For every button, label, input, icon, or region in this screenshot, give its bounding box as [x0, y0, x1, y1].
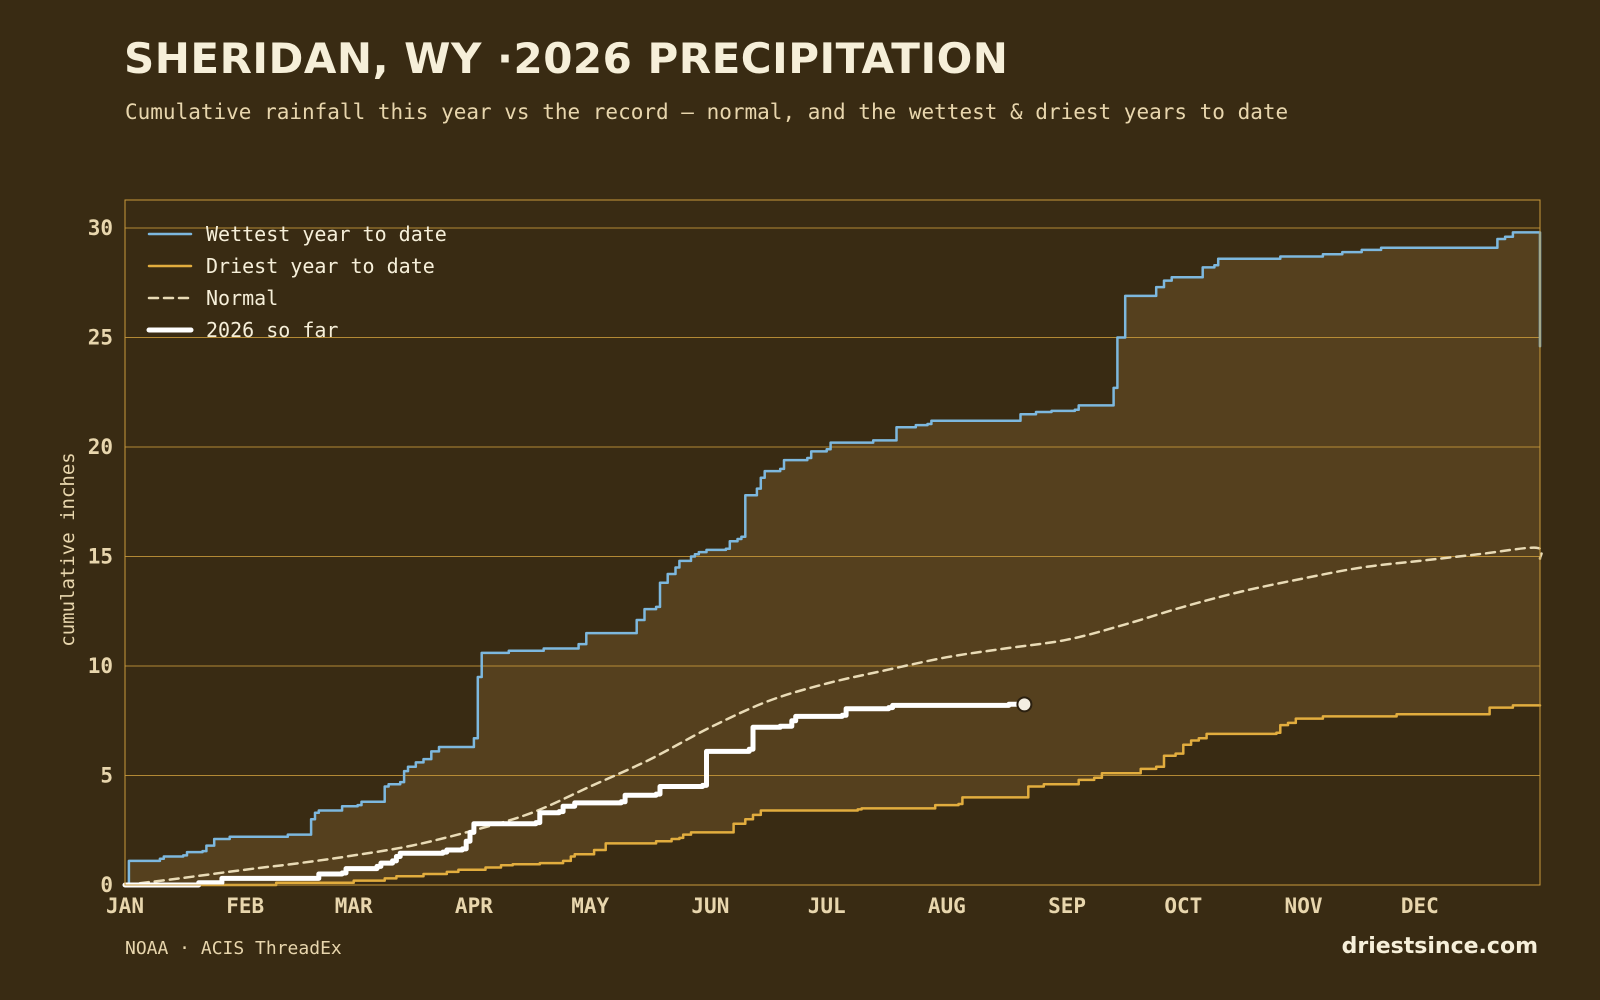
x-tick-label-oct: OCT — [1164, 894, 1202, 918]
x-tick-label-feb: FEB — [226, 894, 264, 918]
x-tick-label-mar: MAR — [335, 894, 373, 918]
y-axis-label: cumulative inches — [57, 452, 79, 646]
legend-label-2026-so-far: 2026 so far — [206, 318, 338, 342]
x-tick-label-apr: APR — [455, 894, 493, 918]
y-tick-label-30: 30 — [88, 216, 113, 240]
y-tick-label-0: 0 — [100, 873, 113, 897]
y-tick-label-10: 10 — [88, 654, 113, 678]
source-credit: NOAA · ACIS ThreadEx — [125, 938, 342, 959]
chart-subtitle: Cumulative rainfall this year vs the rec… — [125, 100, 1289, 124]
y-tick-label-25: 25 — [88, 326, 113, 350]
legend-label-wettest-year-to-date: Wettest year to date — [206, 222, 447, 246]
series-line-2026-so-far — [122, 701, 1027, 888]
y-tick-label-20: 20 — [88, 435, 113, 459]
gridlines — [125, 227, 1540, 776]
brand-link[interactable]: driestsince.com — [1341, 934, 1538, 959]
series-lines — [122, 231, 1543, 888]
current-value-marker[interactable] — [1016, 696, 1033, 713]
legend-label-driest-year-to-date: Driest year to date — [206, 254, 435, 278]
x-tick-label-aug: AUG — [928, 894, 966, 918]
series-line-driest-year-to-date — [123, 704, 1542, 887]
axes: 0 5 10 15 20 25 30 JAN FEB MAR APR MAY JUN JUL AUG SEP O… — [57, 199, 1541, 918]
series-line-normal — [123, 546, 1543, 887]
series-line-wettest-year-to-date — [123, 231, 1542, 887]
x-tick-label-jun: JUN — [691, 894, 729, 918]
x-tick-label-jan: JAN — [106, 894, 144, 918]
y-tick-label-5: 5 — [100, 764, 113, 788]
x-tick-label-sep: SEP — [1048, 894, 1086, 918]
legend: Wettest year to date Driest year to date N… — [146, 222, 447, 342]
x-tick-label-dec: DEC — [1401, 894, 1439, 918]
plot-frame — [124, 199, 1541, 886]
legend-label-normal: Normal — [206, 286, 278, 310]
y-tick-label-15: 15 — [88, 545, 113, 569]
x-tick-label-may: MAY — [571, 894, 609, 918]
x-tick-label-jul: JUL — [808, 894, 846, 918]
x-tick-label-nov: NOV — [1285, 894, 1323, 918]
chart-title: SHERIDAN, WY ·2026 PRECIPITATION — [124, 34, 1009, 83]
